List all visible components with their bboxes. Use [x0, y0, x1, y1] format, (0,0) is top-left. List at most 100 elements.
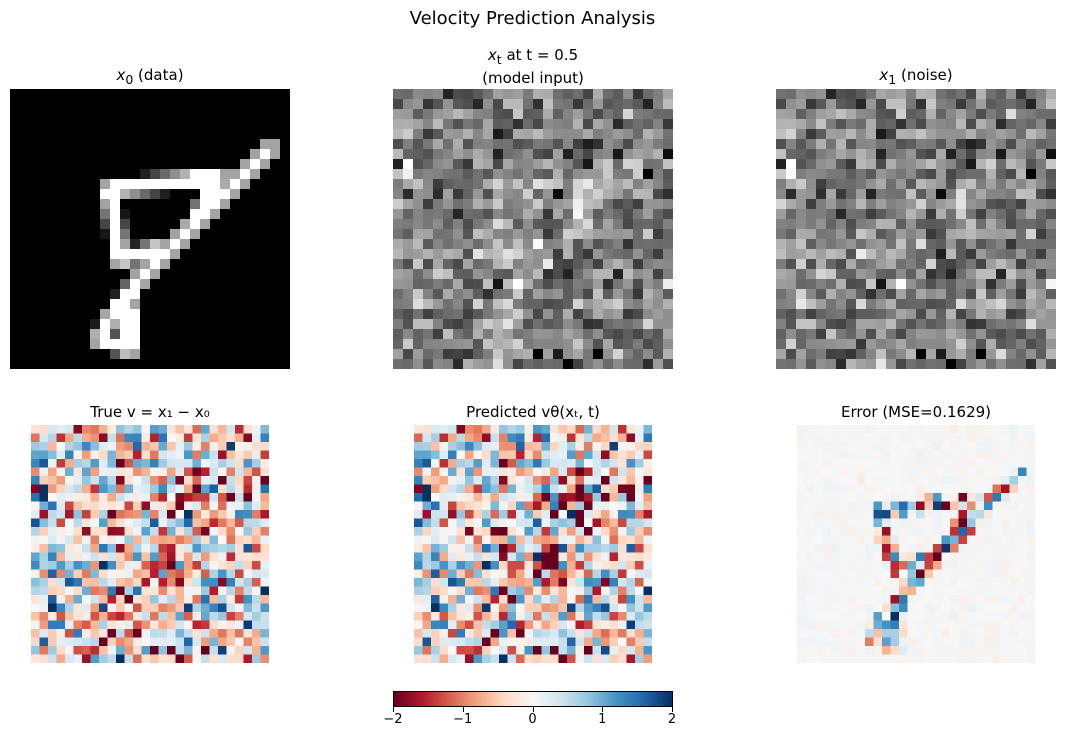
pixel — [141, 518, 151, 528]
pixel — [60, 329, 71, 340]
pixel — [150, 139, 161, 150]
pixel — [110, 199, 121, 210]
pixel — [140, 239, 151, 250]
pixel — [592, 476, 602, 485]
pixel — [184, 544, 193, 553]
pixel — [10, 339, 21, 350]
pixel — [220, 149, 231, 160]
pixel — [896, 109, 907, 120]
pixel — [916, 510, 925, 519]
pixel — [439, 450, 449, 460]
pixel — [465, 484, 474, 494]
pixel — [1009, 425, 1019, 434]
pixel — [456, 467, 466, 477]
pixel — [1009, 442, 1019, 451]
pixel — [933, 578, 942, 587]
pixel — [220, 89, 231, 100]
pixel — [82, 612, 91, 621]
pixel — [243, 569, 253, 579]
pixel — [575, 425, 585, 434]
pixel — [490, 578, 500, 587]
pixel — [524, 654, 534, 663]
pixel — [235, 544, 244, 553]
pixel — [260, 510, 269, 519]
pixel — [463, 339, 474, 350]
pixel — [653, 129, 664, 140]
pixel — [482, 433, 491, 443]
pixel — [653, 199, 664, 210]
pixel — [996, 99, 1007, 110]
pixel — [116, 646, 125, 655]
pixel — [516, 527, 525, 536]
pixel — [950, 654, 959, 663]
pixel — [431, 510, 440, 519]
pixel — [503, 159, 514, 170]
pixel — [90, 149, 101, 160]
pixel — [218, 442, 227, 451]
pixel — [192, 569, 202, 579]
pixel — [1001, 552, 1010, 562]
pixel — [839, 561, 849, 570]
pixel — [270, 319, 281, 330]
pixel — [73, 561, 83, 570]
pixel — [786, 89, 797, 100]
pixel — [609, 501, 619, 511]
pixel — [235, 476, 244, 485]
pixel — [39, 501, 49, 511]
pixel — [507, 612, 517, 621]
pixel — [626, 476, 636, 485]
pixel — [513, 149, 524, 160]
pixel — [226, 654, 236, 663]
pixel — [473, 620, 483, 630]
pixel — [499, 535, 508, 545]
pixel — [524, 612, 534, 621]
pixel — [80, 249, 91, 260]
pixel — [414, 586, 423, 596]
pixel — [39, 561, 49, 570]
pixel — [826, 249, 837, 260]
pixel — [776, 249, 787, 260]
pixel — [260, 99, 271, 110]
pixel — [120, 249, 131, 260]
pixel — [141, 544, 151, 553]
pixel — [175, 552, 185, 562]
pixel — [906, 299, 917, 310]
pixel — [150, 442, 159, 451]
pixel — [73, 586, 83, 596]
pixel — [483, 279, 494, 290]
pixel — [252, 459, 261, 468]
pixel — [209, 450, 219, 460]
pixel — [986, 279, 997, 290]
pixel — [996, 119, 1007, 130]
pixel — [866, 219, 877, 230]
pixel — [490, 544, 500, 553]
pixel — [626, 578, 636, 587]
pixel — [90, 249, 101, 260]
pixel — [175, 459, 185, 468]
pixel — [393, 99, 404, 110]
pixel — [836, 89, 847, 100]
pixel — [1016, 119, 1027, 130]
pixel — [613, 339, 624, 350]
pixel — [150, 199, 161, 210]
pixel — [567, 442, 576, 451]
pixel — [448, 654, 457, 663]
pixel — [516, 535, 525, 545]
pixel — [533, 569, 542, 579]
pixel — [210, 339, 221, 350]
pixel — [100, 239, 111, 250]
pixel — [907, 527, 917, 536]
pixel — [583, 109, 594, 120]
title-sub: 0 — [125, 72, 134, 87]
pixel — [73, 493, 83, 502]
pixel — [882, 544, 891, 553]
pixel — [966, 229, 977, 240]
pixel — [831, 654, 840, 663]
pixel — [1026, 109, 1037, 120]
pixel — [950, 595, 959, 604]
pixel — [933, 510, 942, 519]
pixel — [513, 179, 524, 190]
pixel — [60, 99, 71, 110]
pixel — [816, 329, 827, 340]
